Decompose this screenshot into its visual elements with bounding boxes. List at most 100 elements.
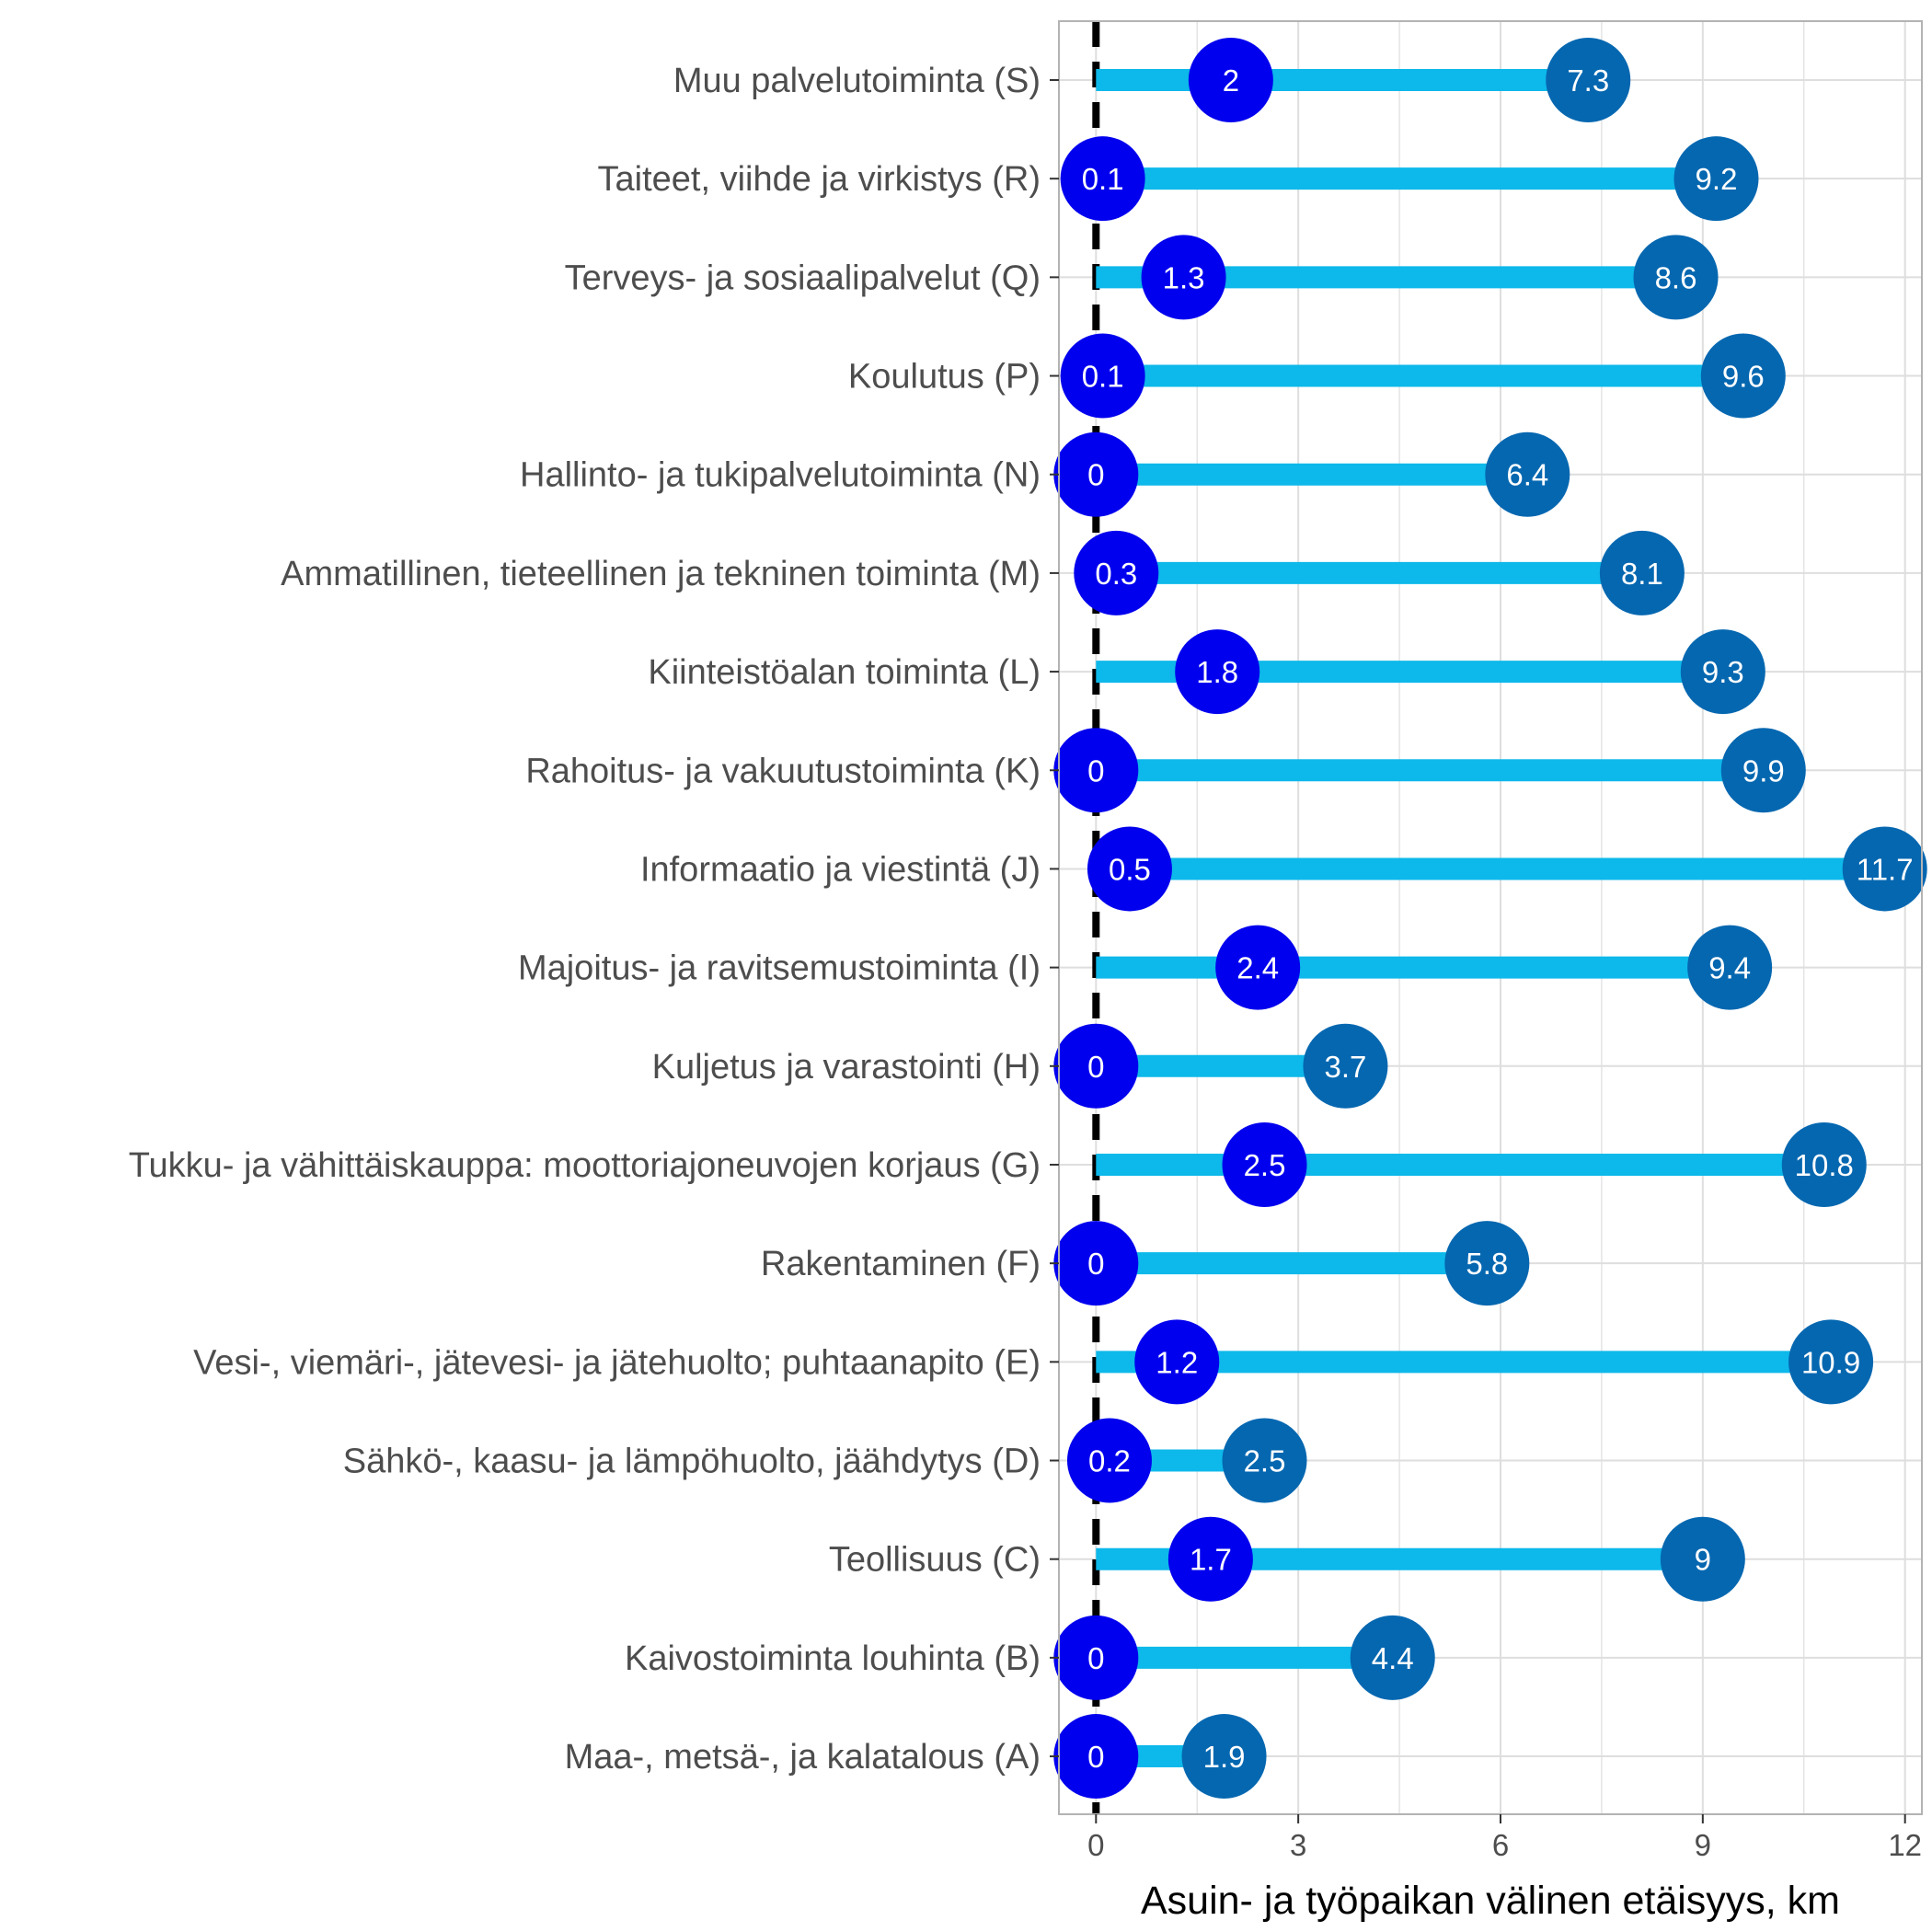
category-label: Rahoitus- ja vakuutustoiminta (K) — [525, 752, 1041, 790]
category-label: Informaatio ja viestintä (J) — [640, 850, 1041, 889]
low-point — [1141, 235, 1226, 320]
low-point — [1053, 431, 1139, 517]
high-point — [1673, 136, 1759, 222]
category-label: Terveys- ja sosiaalipalvelut (Q) — [565, 259, 1041, 297]
category-label: Teollisuus (C) — [829, 1541, 1041, 1580]
low-point — [1087, 826, 1172, 912]
high-point — [1720, 728, 1806, 813]
category-label: Muu palvelutoiminta (S) — [673, 62, 1041, 100]
low-point — [1167, 1516, 1253, 1602]
high-point — [1680, 629, 1765, 715]
high-value-label: 9 — [1695, 1543, 1711, 1577]
high-value-label: 9.2 — [1696, 162, 1738, 196]
low-point — [1188, 38, 1273, 122]
low-value-label: 2.5 — [1244, 1148, 1286, 1182]
category-label: Taiteet, viihde ja virkistys (R) — [598, 160, 1041, 199]
high-point — [1842, 826, 1927, 912]
low-value-label: 1.2 — [1156, 1345, 1198, 1379]
category-label: Vesi-, viemäri-, jätevesi- ja jätehuolto… — [193, 1343, 1041, 1382]
high-value-label: 9.6 — [1722, 360, 1765, 394]
low-point — [1053, 1615, 1139, 1700]
low-value-label: 0.5 — [1109, 852, 1151, 886]
x-tick-label: 6 — [1492, 1828, 1509, 1862]
category-label: Koulutus (P) — [848, 358, 1041, 397]
low-value-label: 0 — [1087, 1740, 1104, 1774]
high-value-label: 8.6 — [1655, 260, 1697, 294]
high-point — [1303, 1023, 1388, 1109]
high-value-label: 9.3 — [1702, 655, 1744, 689]
category-label: Majoitus- ja ravitsemustoiminta (I) — [518, 949, 1041, 988]
high-value-label: 11.7 — [1857, 852, 1914, 886]
high-value-label: 1.9 — [1203, 1740, 1246, 1774]
high-value-label: 10.9 — [1801, 1345, 1860, 1379]
plot-panel-border — [1058, 20, 1923, 1815]
range-segments — [1096, 69, 1885, 1768]
category-label: Kuljetus ja varastointi (H) — [652, 1048, 1041, 1087]
high-point — [1660, 1516, 1745, 1602]
category-axis-labels: Muu palvelutoiminta (S) Taiteet, viihde j… — [129, 62, 1059, 1777]
high-point — [1546, 38, 1631, 122]
category-label: Tukku- ja vähittäiskauppa: moottoriajone… — [129, 1146, 1041, 1185]
high-value-label: 2.5 — [1244, 1444, 1286, 1478]
data-points: 7.3 2 9.2 0.1 8.6 1.3 9.6 0.1 6.4 0 8.1 0.3 9.3 1.8 9.… — [1053, 38, 1927, 1800]
low-value-label: 0 — [1087, 1641, 1104, 1675]
low-value-label: 2 — [1223, 63, 1239, 98]
high-point — [1788, 1319, 1874, 1405]
low-point — [1060, 333, 1145, 419]
high-value-label: 5.8 — [1466, 1247, 1508, 1281]
high-value-label: 7.3 — [1567, 63, 1609, 98]
low-point — [1053, 728, 1139, 813]
high-value-label: 6.4 — [1506, 458, 1548, 492]
x-tick-label: 0 — [1087, 1828, 1104, 1862]
category-label: Sähkö-, kaasu- ja lämpöhuolto, jäähdytys… — [343, 1443, 1041, 1481]
low-point — [1060, 136, 1145, 222]
low-value-label: 2.4 — [1236, 951, 1279, 985]
high-value-label: 4.4 — [1372, 1641, 1414, 1675]
high-point — [1599, 530, 1685, 615]
high-point — [1222, 1418, 1307, 1503]
low-point — [1215, 925, 1301, 1010]
high-point — [1350, 1615, 1435, 1700]
high-value-label: 9.4 — [1708, 951, 1751, 985]
low-point — [1175, 629, 1260, 715]
x-tick-label: 12 — [1888, 1828, 1922, 1862]
x-axis-title: Asuin- ja työpaikan välinen etäisyys, km — [1141, 1879, 1840, 1923]
high-point — [1633, 235, 1719, 320]
low-value-label: 0.3 — [1095, 557, 1137, 591]
category-label: Rakentaminen (F) — [761, 1245, 1041, 1283]
low-point — [1053, 1221, 1139, 1306]
low-point — [1053, 1023, 1139, 1109]
low-value-label: 1.3 — [1163, 260, 1205, 294]
high-value-label: 8.1 — [1621, 557, 1663, 591]
low-value-label: 0 — [1087, 753, 1104, 788]
high-value-label: 10.8 — [1795, 1148, 1854, 1182]
low-point — [1066, 1418, 1152, 1503]
category-label: Kaivostoiminta louhinta (B) — [625, 1639, 1041, 1678]
low-value-label: 1.7 — [1190, 1543, 1232, 1577]
low-value-label: 1.8 — [1196, 655, 1238, 689]
x-tick-label: 3 — [1290, 1828, 1306, 1862]
low-value-label: 0.1 — [1082, 162, 1124, 196]
high-value-label: 9.9 — [1742, 753, 1785, 788]
high-point — [1444, 1221, 1530, 1306]
x-tick-label: 9 — [1695, 1828, 1711, 1862]
high-point — [1485, 431, 1570, 517]
low-value-label: 0.2 — [1088, 1444, 1131, 1478]
high-value-label: 3.7 — [1325, 1050, 1367, 1084]
category-label: Kiinteistöalan toiminta (L) — [648, 653, 1041, 692]
high-point — [1700, 333, 1786, 419]
category-label: Ammatillinen, tieteellinen ja tekninen t… — [281, 555, 1041, 593]
category-label: Maa-, metsä-, ja kalatalous (A) — [565, 1738, 1041, 1777]
high-point — [1781, 1121, 1867, 1207]
low-value-label: 0 — [1087, 1050, 1104, 1084]
category-label: Hallinto- ja tukipalvelutoiminta (N) — [520, 456, 1041, 495]
low-value-label: 0.1 — [1082, 360, 1124, 394]
low-point — [1222, 1121, 1307, 1207]
high-point — [1181, 1714, 1267, 1800]
low-point — [1053, 1714, 1139, 1800]
low-value-label: 0 — [1087, 1247, 1104, 1281]
low-point — [1134, 1319, 1220, 1405]
low-point — [1074, 530, 1159, 615]
high-point — [1687, 925, 1773, 1010]
